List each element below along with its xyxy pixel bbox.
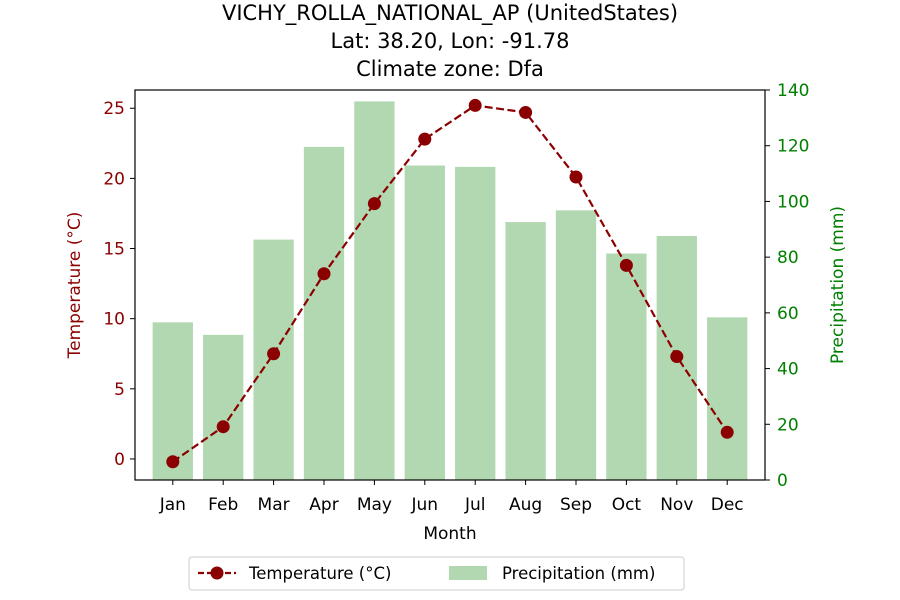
left-axis-tick-label: 15 — [103, 240, 125, 260]
left-axis-tick-label: 5 — [114, 380, 125, 400]
x-axis-tick-label: Mar — [258, 495, 290, 515]
precipitation-bar-may — [354, 101, 395, 481]
x-axis-tick-label: Jan — [159, 495, 186, 515]
temperature-point-aug — [519, 105, 533, 119]
x-axis-tick-label: Sep — [560, 495, 592, 515]
x-axis-tick-label: Feb — [208, 495, 238, 515]
temperature-line-path — [172, 104, 729, 463]
temperature-point-feb — [216, 420, 230, 434]
temperature-point-oct — [619, 258, 633, 272]
legend-temperature-marker — [210, 566, 224, 580]
left-axis-tick-label: 0 — [114, 450, 125, 470]
chart-title-line-2: Lat: 38.20, Lon: -91.78 — [330, 29, 570, 53]
x-axis-tick-label: May — [357, 495, 392, 515]
chart-title-line-1: VICHY_ROLLA_NATIONAL_AP (UnitedStates) — [221, 1, 679, 25]
chart-title-line-3: Climate zone: Dfa — [356, 57, 544, 81]
right-axis-tick-label: 40 — [777, 360, 799, 380]
legend-box — [188, 556, 685, 591]
x-axis-tick-label: Jun — [411, 495, 439, 515]
temperature-point-nov — [670, 350, 684, 364]
left-axis-tick-label: 25 — [103, 99, 125, 119]
right-axis-tick-label: 20 — [777, 415, 799, 435]
temperature-point-sep — [569, 170, 583, 184]
precipitation-bar-jun — [404, 165, 445, 480]
precipitation-bar-jul — [455, 166, 496, 480]
x-axis-label: Month — [423, 524, 476, 544]
precipitation-bar-sep — [555, 210, 597, 481]
x-axis-tick-label: Aug — [509, 495, 542, 515]
precipitation-bar-apr — [303, 146, 345, 481]
temperature-point-may — [367, 197, 381, 211]
x-axis-tick-label: Dec — [711, 495, 744, 515]
x-axis-tick-label: Jul — [464, 495, 486, 515]
left-axis-label: Temperature (°C) — [65, 212, 85, 360]
right-axis-label: Precipitation (mm) — [828, 206, 848, 364]
right-axis-tick-label: 80 — [777, 248, 799, 268]
temperature-point-apr — [317, 267, 331, 281]
x-axis-tick-label: Oct — [612, 495, 642, 515]
legend-temperature-label: Temperature (°C) — [248, 564, 391, 583]
right-axis-tick-label: 100 — [777, 192, 809, 212]
axes: 0 5 10 15 20 25 0 20 40 60 80 100 120 140 Jan Feb Mar Apr… — [65, 81, 848, 544]
temperature-point-dec — [720, 425, 734, 439]
x-axis-tick-label: Nov — [660, 495, 693, 515]
temperature-point-jan — [166, 455, 180, 469]
precipitation-bar-oct — [606, 253, 647, 480]
right-axis-tick-label: 0 — [777, 471, 788, 491]
plot-frame — [134, 89, 766, 481]
temperature-point-mar — [267, 347, 281, 361]
legend-precipitation-label: Precipitation (mm) — [502, 564, 655, 583]
right-axis-tick-label: 140 — [777, 81, 809, 101]
legend-precipitation-swatch — [449, 566, 487, 580]
legend: Temperature (°C) Precipitation (mm) — [188, 556, 685, 591]
precipitation-bar-aug — [505, 222, 546, 481]
left-axis-tick-label: 20 — [103, 169, 125, 189]
right-axis-tick-label: 120 — [777, 137, 809, 157]
temperature-point-jun — [418, 132, 432, 146]
left-axis-tick-label: 10 — [103, 310, 125, 330]
x-axis-tick-label: Apr — [309, 495, 338, 515]
precipitation-bars — [152, 101, 748, 481]
temperature-point-jul — [468, 98, 482, 112]
temperature-line — [166, 98, 734, 469]
precipitation-bar-dec — [707, 317, 748, 480]
right-axis-tick-label: 60 — [777, 304, 799, 324]
